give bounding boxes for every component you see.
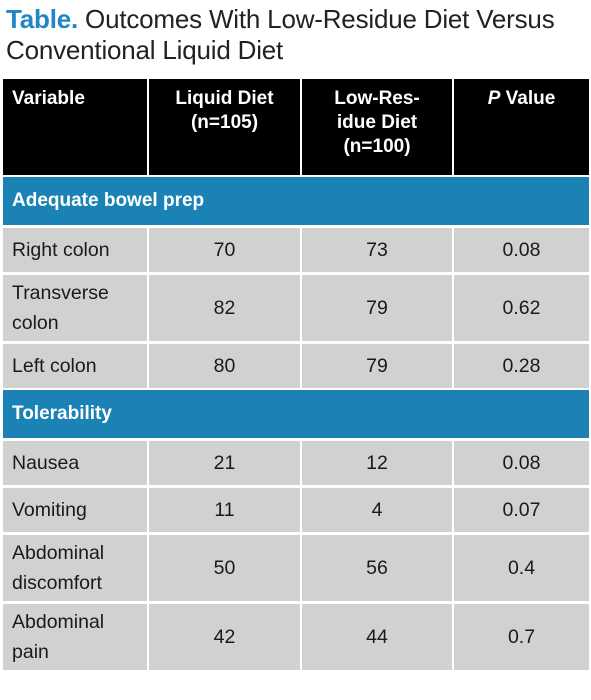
cell-p: 0.28 <box>454 341 589 388</box>
cell-liquid: 42 <box>149 601 302 670</box>
table-title-text: Outcomes With Low-Residue Diet Versus Co… <box>6 4 555 65</box>
cell-variable: Left colon <box>3 341 149 388</box>
header-low-residue-diet: Low-Res- idue Diet (n=100) <box>302 79 454 175</box>
cell-p: 0.4 <box>454 532 589 601</box>
table-row: Transverse colon 82 79 0.62 <box>3 272 589 341</box>
table-row: Vomiting 11 4 0.07 <box>3 485 589 532</box>
cell-lowres: 12 <box>302 438 454 485</box>
cell-variable: Right colon <box>3 225 149 272</box>
cell-lowres: 79 <box>302 272 454 341</box>
cell-p: 0.07 <box>454 485 589 532</box>
section-row-adequate-bowel-prep: Adequate bowel prep <box>3 175 589 225</box>
cell-p: 0.62 <box>454 272 589 341</box>
table-row: Nausea 21 12 0.08 <box>3 438 589 485</box>
cell-lowres: 73 <box>302 225 454 272</box>
cell-lowres: 44 <box>302 601 454 670</box>
header-variable: Variable <box>3 79 149 175</box>
cell-p: 0.7 <box>454 601 589 670</box>
table-title-label: Table. <box>6 4 79 34</box>
header-liquid-diet: Liquid Diet (n=105) <box>149 79 302 175</box>
section-label: Adequate bowel prep <box>3 175 589 225</box>
table-row: Abdominal discomfort 50 56 0.4 <box>3 532 589 601</box>
table-header-row: Variable Liquid Diet (n=105) Low-Res- id… <box>3 79 589 175</box>
cell-lowres: 56 <box>302 532 454 601</box>
cell-liquid: 70 <box>149 225 302 272</box>
cell-liquid: 82 <box>149 272 302 341</box>
cell-variable: Abdominal pain <box>3 601 149 670</box>
table-row: Abdominal pain 42 44 0.7 <box>3 601 589 670</box>
cell-variable: Transverse colon <box>3 272 149 341</box>
cell-p: 0.08 <box>454 438 589 485</box>
cell-lowres: 79 <box>302 341 454 388</box>
section-row-tolerability: Tolerability <box>3 388 589 438</box>
cell-liquid: 21 <box>149 438 302 485</box>
table-title: Table. Outcomes With Low-Residue Diet Ve… <box>6 4 586 66</box>
section-label: Tolerability <box>3 388 589 438</box>
table-row: Right colon 70 73 0.08 <box>3 225 589 272</box>
cell-liquid: 11 <box>149 485 302 532</box>
header-p-value: P Value <box>454 79 589 175</box>
cell-p: 0.08 <box>454 225 589 272</box>
cell-liquid: 50 <box>149 532 302 601</box>
cell-lowres: 4 <box>302 485 454 532</box>
cell-variable: Vomiting <box>3 485 149 532</box>
outcomes-table: Variable Liquid Diet (n=105) Low-Res- id… <box>3 79 589 670</box>
table-row: Left colon 80 79 0.28 <box>3 341 589 388</box>
cell-variable: Nausea <box>3 438 149 485</box>
cell-variable: Abdominal discomfort <box>3 532 149 601</box>
cell-liquid: 80 <box>149 341 302 388</box>
